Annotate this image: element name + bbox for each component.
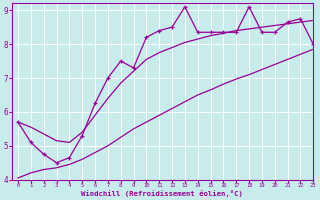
X-axis label: Windchill (Refroidissement éolien,°C): Windchill (Refroidissement éolien,°C) <box>82 190 244 197</box>
